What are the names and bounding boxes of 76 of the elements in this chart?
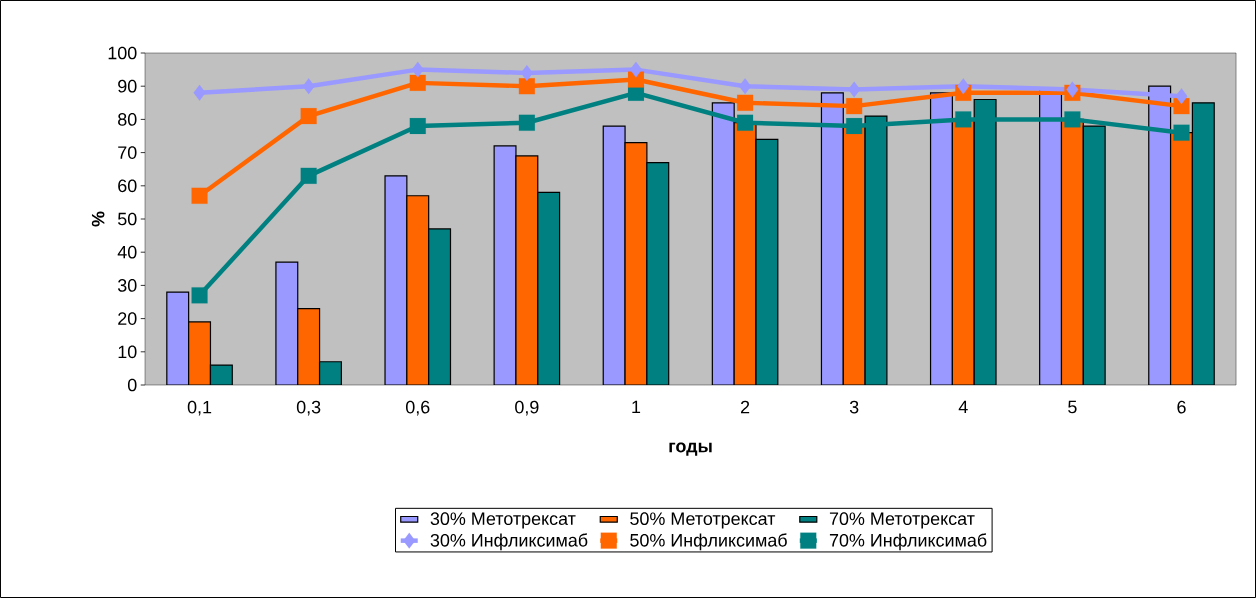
bar xyxy=(297,308,320,385)
y-tick-label: 10 xyxy=(118,345,137,359)
bar xyxy=(166,292,189,385)
point xyxy=(409,74,426,91)
bar xyxy=(428,228,451,385)
y-tick-label: 30 xyxy=(117,279,137,292)
point xyxy=(193,84,206,101)
point xyxy=(737,114,754,131)
point xyxy=(300,108,317,125)
point xyxy=(957,78,970,95)
legend-label: 30% Инфликсимаб xyxy=(430,533,588,551)
bar xyxy=(755,139,778,385)
point xyxy=(739,78,752,95)
bar xyxy=(319,361,342,385)
point xyxy=(1175,88,1188,105)
bar xyxy=(952,119,975,385)
bar xyxy=(494,145,516,385)
point xyxy=(737,94,754,111)
x-tick-label: 0,9 xyxy=(515,400,539,416)
point xyxy=(409,118,426,135)
point xyxy=(520,64,533,81)
legend-label: 50% Инфликсимаб xyxy=(630,533,787,551)
y-tick-label: 90 xyxy=(118,79,137,93)
legend-label: 50% Метотрексат xyxy=(630,512,776,529)
x-axis-title: годы xyxy=(669,442,712,456)
legend-label: 70% Инфликсимаб xyxy=(829,533,987,551)
bar xyxy=(1083,126,1106,385)
point xyxy=(302,78,315,95)
x-tick-label: 3 xyxy=(849,400,859,414)
bar xyxy=(712,102,735,385)
bar xyxy=(537,192,560,385)
y-tick-label: 0 xyxy=(127,378,137,392)
bar xyxy=(406,195,429,385)
point xyxy=(955,111,972,128)
x-tick-label: 0,6 xyxy=(406,400,430,416)
y-tick-label: 80 xyxy=(118,113,137,126)
point xyxy=(518,114,535,131)
point xyxy=(191,187,208,204)
bar xyxy=(930,92,953,385)
bar xyxy=(646,162,669,385)
y-tick-label: 60 xyxy=(118,179,137,193)
point xyxy=(191,287,208,304)
legend-label: 30% Метотрексат xyxy=(430,512,576,529)
x-tick-label: 0,3 xyxy=(296,400,321,416)
x-tick-label: 0,1 xyxy=(187,400,212,416)
y-tick-label: 50 xyxy=(118,212,137,226)
bar xyxy=(515,155,538,385)
x-tick-label: 4 xyxy=(958,400,968,414)
point xyxy=(300,167,317,184)
bar xyxy=(1169,132,1193,385)
point xyxy=(629,61,643,78)
point xyxy=(518,78,535,95)
bar xyxy=(1061,119,1084,385)
y-tick-label: 100 xyxy=(108,46,137,60)
point xyxy=(846,98,863,115)
point xyxy=(411,61,424,78)
bar xyxy=(385,175,407,385)
bar xyxy=(821,92,844,385)
bar xyxy=(625,142,647,385)
x-tick-label: 5 xyxy=(1068,400,1077,414)
point xyxy=(846,118,863,135)
bar xyxy=(1191,102,1215,385)
y-axis-title: % xyxy=(91,211,105,227)
point xyxy=(1064,111,1081,128)
x-tick-label: 6 xyxy=(1177,400,1186,414)
x-tick-label: 1 xyxy=(632,400,641,414)
bar xyxy=(275,262,298,385)
x-tick-label: 2 xyxy=(740,400,750,414)
bar xyxy=(603,126,626,385)
y-tick-label: 20 xyxy=(118,312,137,325)
y-tick-label: 70 xyxy=(118,146,137,159)
point xyxy=(1173,124,1190,141)
y-tick-label: 40 xyxy=(117,245,137,259)
point xyxy=(848,81,861,98)
bar xyxy=(188,321,211,385)
legend-label: 70% Метотрексат xyxy=(829,512,975,529)
